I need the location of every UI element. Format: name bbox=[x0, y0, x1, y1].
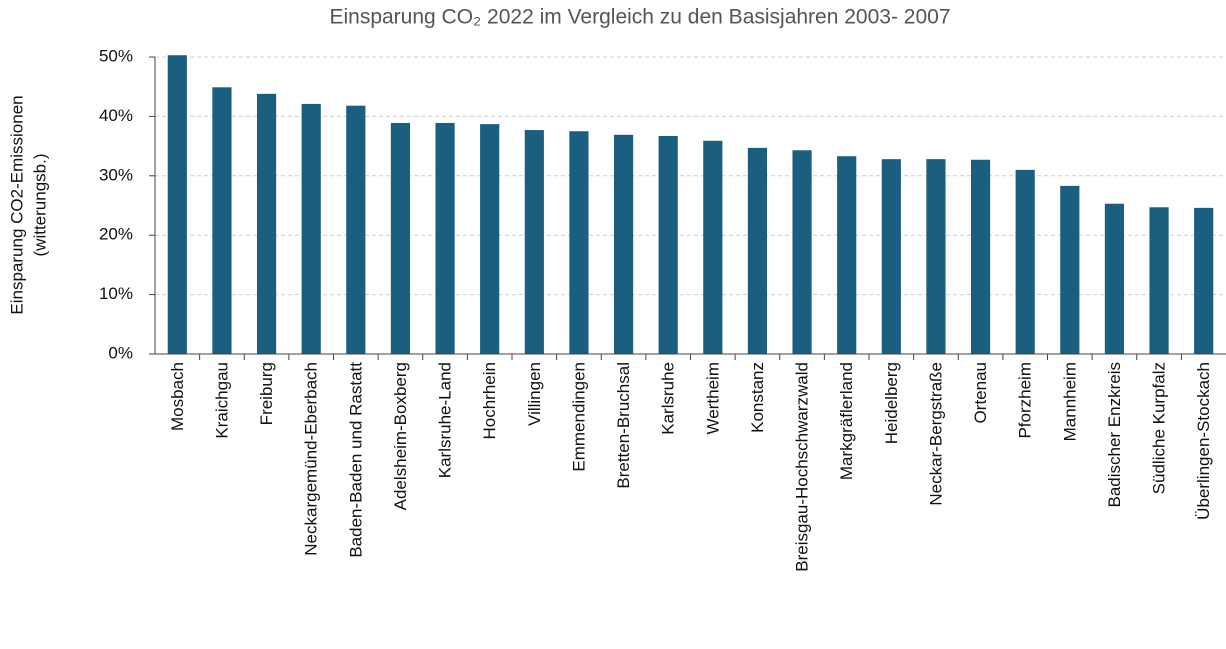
bar bbox=[658, 136, 678, 354]
y-tick-label: 10% bbox=[99, 284, 133, 303]
x-tick-label: Überlingen-Stockach bbox=[1194, 362, 1213, 520]
y-axis-label: Einsparung CO2-Emissionen bbox=[7, 95, 26, 314]
bar bbox=[1015, 169, 1035, 354]
x-tick-label: Mosbach bbox=[168, 362, 187, 431]
x-tick-label: Neckar-Bergstraße bbox=[926, 362, 945, 506]
bar bbox=[435, 122, 455, 355]
x-tick-label: Kraichgau bbox=[212, 362, 231, 439]
x-tick-label: Südliche Kurpfalz bbox=[1150, 362, 1169, 494]
x-tick-label: Karlsruhe bbox=[659, 362, 678, 435]
x-tick-label: Konstanz bbox=[748, 362, 767, 433]
x-tick-label: Villingen bbox=[525, 362, 544, 426]
bar bbox=[301, 103, 321, 355]
x-tick-label: Badischer Enzkreis bbox=[1105, 362, 1124, 508]
x-tick-label: Emmendingen bbox=[569, 362, 588, 472]
x-tick-label: Pforzheim bbox=[1016, 362, 1035, 439]
y-tick-label: 30% bbox=[99, 165, 133, 184]
bar bbox=[390, 122, 411, 355]
x-tick-label: Wertheim bbox=[703, 362, 722, 434]
bar bbox=[1194, 207, 1214, 354]
y-tick-label: 40% bbox=[99, 106, 133, 125]
y-tick-label: 50% bbox=[99, 46, 133, 65]
x-tick-label: Bretten-Bruchsal bbox=[614, 362, 633, 489]
bar bbox=[1104, 203, 1125, 354]
bar bbox=[480, 124, 500, 354]
bar bbox=[1149, 207, 1169, 354]
chart-title: Einsparung CO₂ 2022 im Vergleich zu den … bbox=[329, 6, 950, 29]
x-tick-label: Hochrhein bbox=[480, 362, 499, 440]
x-tick-label: Adelsheim-Boxberg bbox=[391, 362, 410, 510]
y-axis-label: (witterungsb.) bbox=[30, 154, 49, 257]
bar bbox=[926, 159, 946, 354]
bar bbox=[346, 105, 366, 354]
y-tick-label: 0% bbox=[108, 343, 133, 362]
bar bbox=[881, 159, 901, 354]
bar bbox=[1060, 185, 1080, 354]
x-tick-label: Markgräflerland bbox=[837, 362, 856, 480]
x-tick-label: Heidelberg bbox=[882, 362, 901, 444]
x-tick-label: Mannheim bbox=[1060, 362, 1079, 441]
bar bbox=[167, 55, 187, 355]
x-tick-label: Karlsruhe-Land bbox=[436, 362, 455, 478]
x-tick-label: Freiburg bbox=[257, 362, 276, 425]
bar bbox=[256, 93, 277, 354]
y-tick-label: 20% bbox=[99, 225, 133, 244]
bar bbox=[212, 87, 232, 354]
bar bbox=[837, 156, 857, 354]
bar bbox=[613, 134, 634, 354]
x-tick-label: Ortenau bbox=[971, 362, 990, 423]
bar bbox=[569, 131, 589, 354]
x-tick-label: Neckargemünd-Eberbach bbox=[302, 362, 321, 556]
bar bbox=[524, 130, 544, 354]
x-tick-label: Baden-Baden und Rastatt bbox=[346, 362, 365, 558]
bar bbox=[747, 147, 768, 354]
x-tick-label: Breisgau-Hochschwarzwald bbox=[793, 362, 812, 572]
bar bbox=[792, 150, 812, 354]
bar bbox=[970, 159, 991, 354]
bar bbox=[703, 140, 723, 354]
